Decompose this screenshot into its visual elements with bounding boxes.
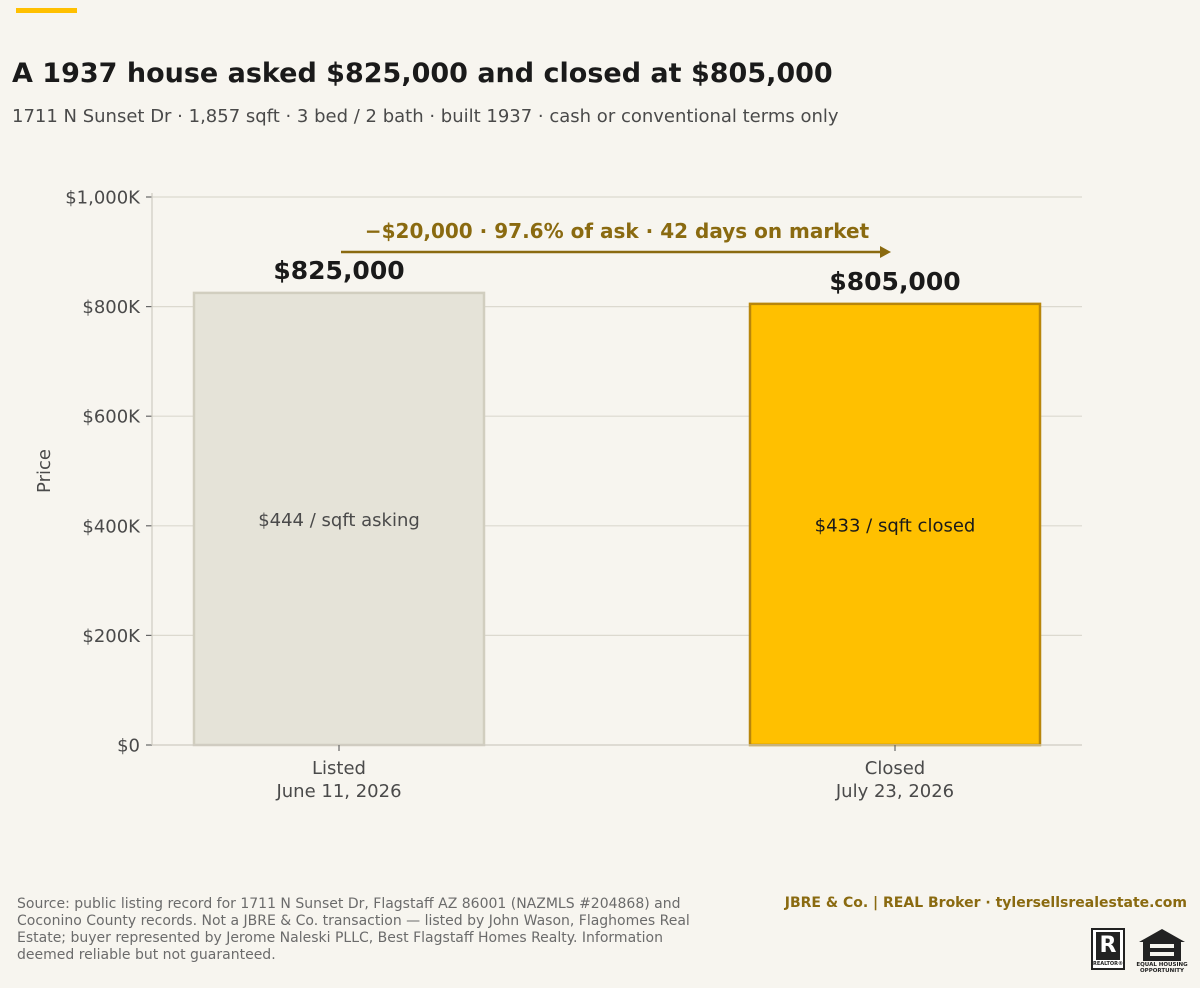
bar-value-label: $805,000 (829, 267, 960, 296)
eho-logo-text: EQUAL HOUSING OPPORTUNITY (1136, 962, 1188, 974)
x-tick-date-label: June 11, 2026 (275, 781, 401, 802)
axes: $0 $200K $400K $600K $800K $1,000K Price Listed… (34, 188, 1082, 802)
source-note: Source: public listing record for 1711 N… (17, 896, 690, 963)
bar-listed (192, 291, 486, 747)
annotation-text: −$20,000 · 97.6% of ask · 42 days on mar… (365, 219, 870, 243)
y-tick-label: $200K (82, 626, 141, 647)
annotation-arrow-head (880, 246, 891, 258)
y-tick-label: $600K (82, 407, 141, 428)
chart-title: A 1937 house asked $825,000 and closed a… (12, 58, 833, 89)
x-tick-date-label: July 23, 2026 (835, 781, 954, 802)
realtor-icon: R REALTOR® (1091, 928, 1125, 970)
bar-value-label: $825,000 (273, 256, 404, 285)
y-axis-label: Price (34, 449, 55, 493)
brand-line: JBRE & Co. | REAL Broker · tylersellsrea… (784, 895, 1187, 911)
equal-housing-icon: EQUAL HOUSING OPPORTUNITY (1136, 928, 1188, 974)
y-tick-label: $800K (82, 297, 141, 318)
realtor-logo-text: REALTOR® (1093, 961, 1124, 967)
bar-closed (748, 302, 1042, 747)
price-bar-chart: $0 $200K $400K $600K $800K $1,000K Price Listed… (34, 188, 1082, 802)
bars (192, 291, 1042, 747)
y-tick-label: $1,000K (65, 188, 141, 209)
bar-inner-label: $433 / sqft closed (815, 515, 976, 536)
chart-subtitle: 1711 N Sunset Dr · 1,857 sqft · 3 bed / … (12, 106, 839, 127)
bar-inner-label: $444 / sqft asking (258, 510, 420, 531)
labels: $825,000 $444 / sqft asking $805,000 $433 /… (258, 219, 975, 536)
y-tick-label: $400K (82, 516, 141, 537)
x-tick-label: Listed (312, 758, 366, 779)
compliance-logos: R REALTOR® EQUAL HOUSING OPPORTUNITY (1091, 928, 1188, 974)
accent-bar (16, 8, 77, 13)
y-tick-label: $0 (117, 736, 140, 757)
x-tick-label: Closed (865, 758, 925, 779)
